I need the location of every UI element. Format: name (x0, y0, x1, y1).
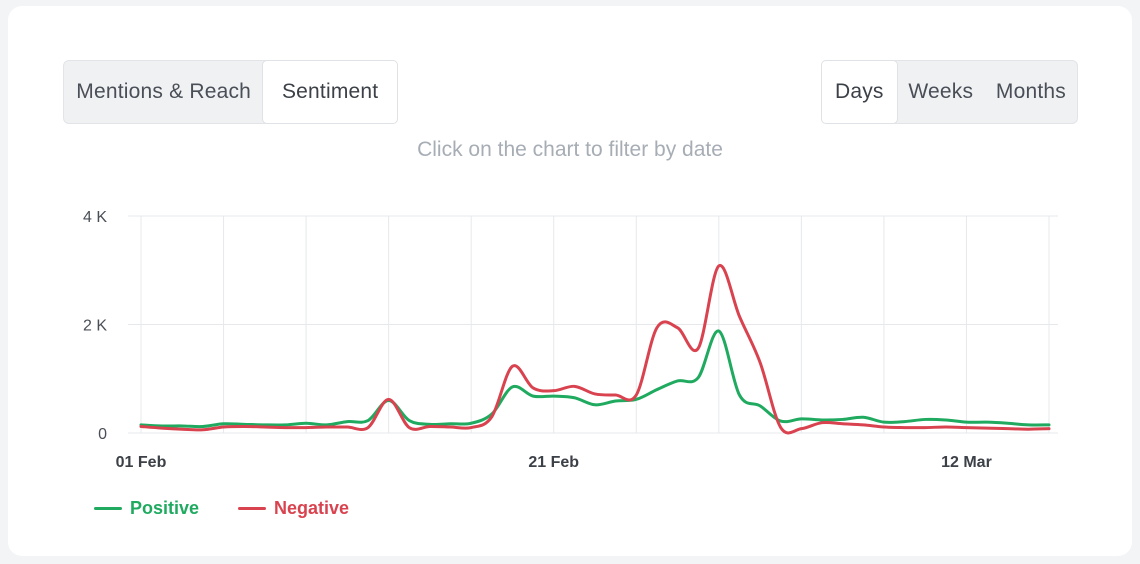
series-line-positive[interactable] (139, 329, 1051, 429)
series-line-negative[interactable] (139, 264, 1051, 435)
period-toggle: Days Weeks Months (821, 60, 1078, 124)
tab-mentions-reach[interactable]: Mentions & Reach (76, 80, 252, 103)
chart-hint: Click on the chart to filter by date (417, 138, 723, 161)
legend-label-positive: Positive (130, 498, 200, 518)
tab-months[interactable]: Months (995, 80, 1066, 103)
y-tick-label: 4 K (83, 209, 107, 226)
metric-toggle: Mentions & Reach Sentiment (63, 60, 398, 124)
legend-swatch-positive (94, 507, 122, 510)
tab-days[interactable]: Days (821, 60, 898, 124)
legend-swatch-negative (238, 507, 266, 510)
legend-item-positive[interactable]: Positive (94, 498, 199, 519)
x-tick-label: 21 Feb (528, 454, 579, 471)
y-tick-label: 2 K (83, 318, 107, 335)
legend-label-negative: Negative (274, 498, 350, 518)
y-tick-label: 0 (98, 426, 107, 443)
x-tick-label: 12 Mar (941, 454, 992, 471)
x-tick-label: 01 Feb (116, 454, 167, 471)
tab-sentiment[interactable]: Sentiment (262, 60, 398, 124)
legend-item-negative[interactable]: Negative (238, 498, 349, 519)
tab-weeks[interactable]: Weeks (908, 80, 974, 103)
